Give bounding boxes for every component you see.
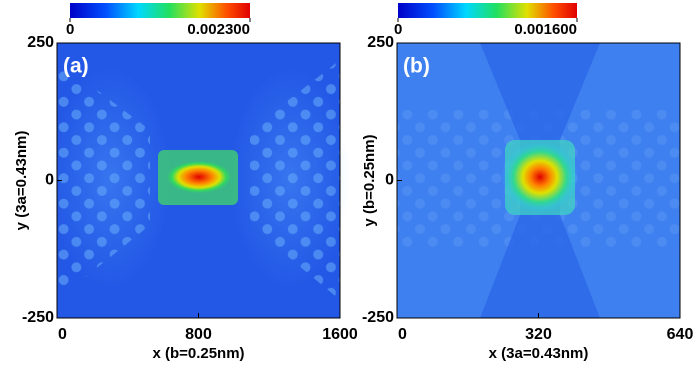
x-tick-label: 0 <box>398 326 407 343</box>
colorbar <box>70 3 250 18</box>
heatmap-field <box>50 43 350 318</box>
y-tick-label: 0 <box>45 172 54 189</box>
x-tick-label: 1600 <box>322 326 358 343</box>
heatmap-field <box>397 43 680 318</box>
x-tick-label: 320 <box>525 326 552 343</box>
colorbar-tick-label: 0 <box>394 21 402 38</box>
y-tick-label: -250 <box>362 309 394 326</box>
colorbar-tick-label: 0.002300 <box>187 21 250 38</box>
y-tick-label: 250 <box>367 34 394 51</box>
colorbar-tick-label: 0 <box>66 21 74 38</box>
y-tick-label: 250 <box>27 34 54 51</box>
panel-label: (b) <box>403 55 430 78</box>
y-axis-label: y (b=0.25nm) <box>361 134 378 226</box>
panel-label: (a) <box>63 55 89 78</box>
x-axis-label: x (3a=0.43nm) <box>489 345 589 362</box>
colorbar <box>398 3 577 18</box>
x-tick-label: 0 <box>58 326 67 343</box>
x-axis-label: x (b=0.25nm) <box>152 345 244 362</box>
y-axis-label: y (3a=0.43nm) <box>13 131 30 231</box>
x-tick-label: 800 <box>185 326 212 343</box>
x-tick-label: 640 <box>667 326 694 343</box>
y-tick-label: 0 <box>385 172 394 189</box>
y-tick-label: -250 <box>22 309 54 326</box>
colorbar-tick-label: 0.001600 <box>514 21 577 38</box>
